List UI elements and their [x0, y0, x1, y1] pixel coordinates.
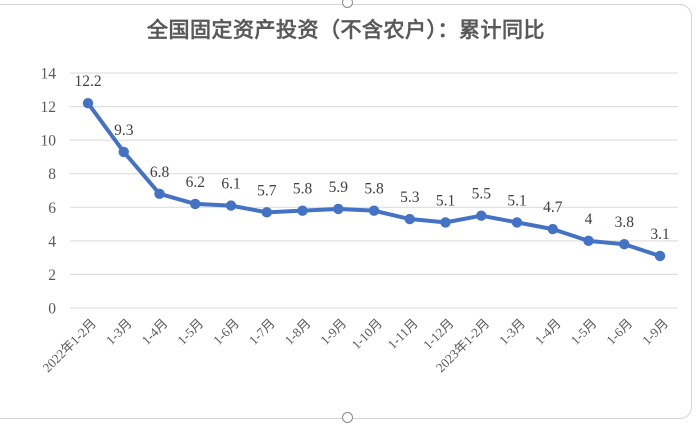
data-point-label: 3.8: [615, 214, 635, 231]
data-point-label: 5.7: [257, 182, 277, 199]
x-tick-label: 1-3月: [496, 316, 528, 348]
y-tick-label: 6: [48, 200, 56, 217]
data-labels: 12.2 9.3 6.8 6.2 6.1 5.7 5.8 5.9 5.8 5.3 5.1 5.5 5.1…: [74, 73, 669, 243]
x-tick-label: 1-3月: [103, 316, 135, 348]
data-point-marker: [190, 198, 201, 210]
chart-title: 全国固定资产投资（不含农户）：累计同比: [147, 19, 545, 42]
x-axis-labels: 2022年1-2月 1-3月 1-4月 1-5月 1-6月 1-7月 1-8月 1-9月 1-1…: [39, 316, 671, 376]
y-tick-label: 8: [48, 166, 56, 183]
series-markers: [82, 98, 666, 262]
y-tick-label: 12: [41, 99, 57, 116]
data-point-label: 5.1: [436, 192, 455, 209]
y-tick-label: 4: [48, 233, 56, 250]
y-tick-label: 2: [48, 267, 56, 284]
data-point-marker: [511, 217, 523, 228]
resize-handle-bottom[interactable]: [342, 412, 353, 423]
data-point-label: 6.1: [221, 176, 240, 193]
data-point-label: 3.1: [650, 226, 669, 243]
data-point-label: 5.3: [400, 189, 420, 206]
resize-handle-top[interactable]: [342, 0, 353, 8]
data-point-label: 12.2: [74, 73, 101, 90]
data-point-label: 6.8: [150, 164, 170, 181]
series-line: [86, 101, 662, 258]
data-point-marker: [333, 203, 344, 215]
x-tick-label: 1-4月: [139, 316, 171, 348]
x-tick-label: 1-6月: [603, 316, 635, 348]
data-point-marker: [368, 205, 380, 216]
y-tick-label: 10: [41, 133, 57, 150]
y-axis-labels: 0 2 4 6 8 10 12 14: [41, 66, 57, 318]
data-point-marker: [654, 250, 666, 262]
data-point-marker: [404, 213, 415, 225]
data-point-marker: [547, 223, 558, 235]
data-point-marker: [261, 207, 272, 218]
data-point-label: 5.8: [293, 181, 313, 198]
data-point-marker: [154, 188, 165, 200]
x-tick-label: 1-9月: [317, 316, 349, 348]
y-tick-label: 0: [48, 301, 56, 318]
x-tick-label: 1-5月: [174, 316, 206, 348]
x-tick-label: 1-10月: [348, 316, 385, 353]
data-point-label: 5.5: [472, 186, 492, 203]
data-point-marker: [619, 239, 630, 250]
data-point-label: 5.8: [364, 181, 384, 198]
x-tick-label: 1-9月: [639, 316, 671, 348]
x-tick-label: 1-8月: [282, 316, 314, 348]
data-point-label: 9.3: [114, 122, 134, 139]
data-point-label: 5.1: [507, 192, 526, 209]
x-tick-label: 2022年1-2月: [39, 316, 99, 376]
gridlines: [70, 72, 678, 309]
data-point-marker: [297, 205, 308, 216]
data-point-label: 5.9: [329, 179, 349, 196]
data-point-label: 4.7: [543, 199, 563, 216]
data-point-marker: [118, 146, 129, 158]
x-tick-label: 1-7月: [246, 316, 278, 348]
y-tick-label: 14: [41, 66, 57, 83]
x-tick-label: 1-11月: [385, 316, 421, 352]
x-tick-label: 1-6月: [210, 316, 242, 348]
data-point-marker: [476, 210, 487, 221]
data-point-marker: [82, 98, 94, 109]
data-point-marker: [225, 200, 237, 211]
data-point-marker: [440, 217, 451, 228]
data-point-marker: [583, 235, 594, 247]
x-tick-label: 1-5月: [568, 316, 600, 348]
data-point-label: 6.2: [186, 174, 205, 191]
data-point-label: 4: [585, 211, 593, 228]
x-tick-label: 1-4月: [532, 316, 564, 348]
